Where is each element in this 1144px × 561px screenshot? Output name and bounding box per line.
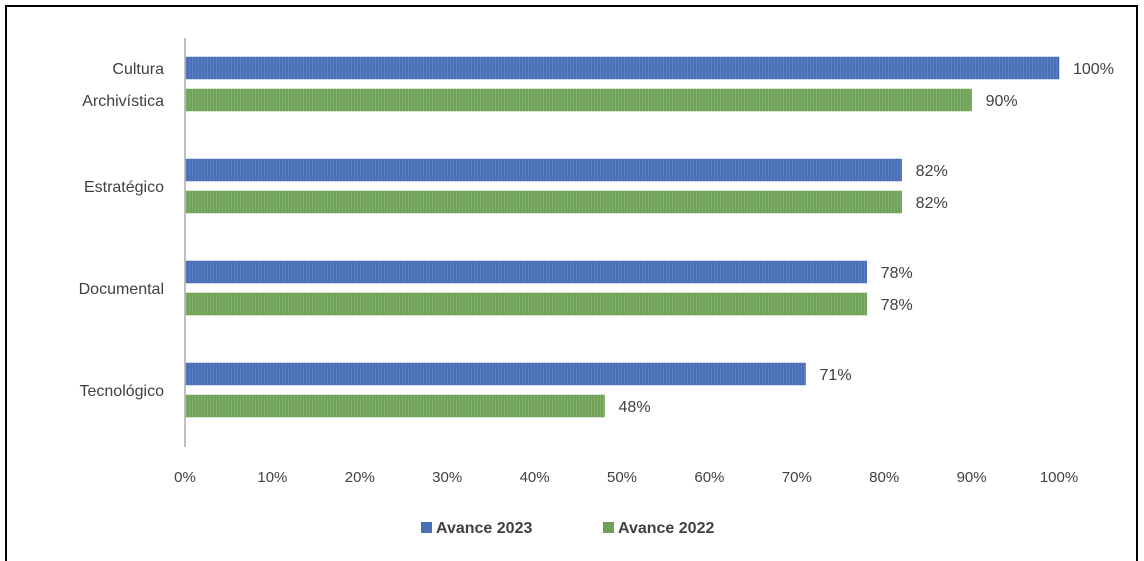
category-label: Documental [79,281,164,298]
bar-avance-2022 [185,88,972,112]
bar-avance-2023 [185,362,806,386]
x-tick-label: 90% [957,469,987,486]
bar-avance-2022 [185,394,605,418]
legend-swatch [421,522,432,533]
data-label: 82% [916,163,948,180]
data-label: 78% [881,297,913,314]
data-label: 78% [881,265,913,282]
data-label: 71% [820,367,852,384]
data-label: 90% [986,93,1018,110]
bar-avance-2023 [185,158,902,182]
bar-avance-2023 [185,260,867,284]
category-label: Estratégico [84,179,164,196]
x-tick-label: 50% [607,469,637,486]
x-tick-label: 60% [694,469,724,486]
data-label: 48% [619,399,651,416]
category-label: Cultura [112,61,164,78]
x-tick-label: 0% [174,469,196,486]
x-tick-label: 30% [432,469,462,486]
x-tick-label: 70% [782,469,812,486]
category-label: Tecnológico [80,383,165,400]
x-tick-label: 10% [257,469,287,486]
legend-label: Avance 2022 [618,520,714,537]
x-tick-label: 80% [869,469,899,486]
x-tick-label: 20% [345,469,375,486]
bar-avance-2022 [185,292,867,316]
x-tick-label: 100% [1040,469,1078,486]
category-label: Archivística [82,93,164,110]
data-label: 100% [1073,61,1114,78]
bar-avance-2022 [185,190,902,214]
data-label: 82% [916,195,948,212]
bar-avance-2023 [185,56,1060,80]
legend-swatch [603,522,614,533]
legend-label: Avance 2023 [436,520,532,537]
x-tick-label: 40% [520,469,550,486]
